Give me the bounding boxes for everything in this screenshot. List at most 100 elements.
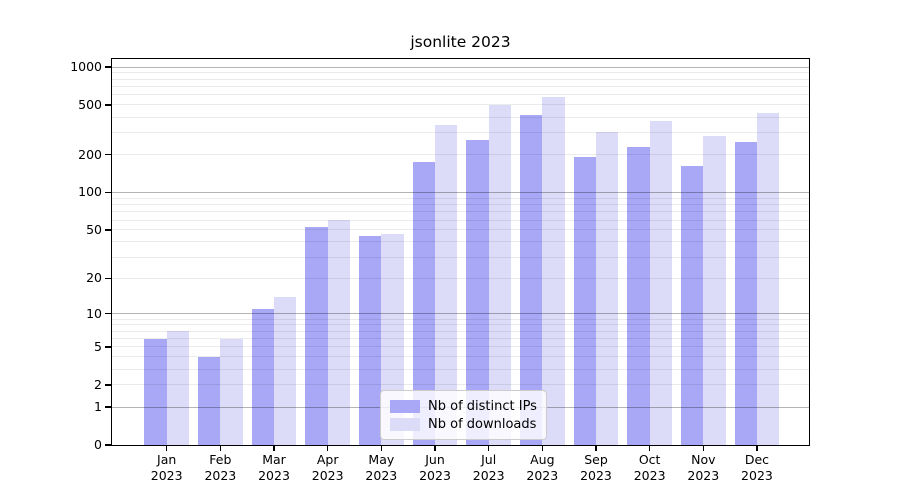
bar-ips-mar: [251, 309, 275, 445]
x-tick-label-jan: Jan 2023: [137, 452, 197, 483]
legend-item-distinct-ips: Nb of distinct IPs: [390, 397, 537, 415]
x-tick-label-may: May 2023: [351, 452, 411, 483]
y-tick-label-500: 500: [78, 96, 102, 112]
gridline-minor-500: [112, 104, 809, 106]
y-tick-label-0: 0: [94, 437, 102, 452]
bar-ips-jun: [412, 162, 435, 445]
x-tick-mark-jun: [434, 445, 436, 451]
y-tick-mark-500: [105, 104, 111, 106]
x-tick-mark-aug: [541, 445, 543, 451]
bar-ips-may: [359, 235, 382, 445]
bar-ips-oct: [627, 146, 650, 445]
y-tick-label-20: 20: [86, 270, 102, 286]
gridline-minor-5: [112, 346, 809, 348]
bar-ips-nov: [681, 165, 704, 445]
gridline-minor-50: [112, 229, 809, 231]
y-tick-label-10: 10: [86, 305, 102, 321]
x-tick-month: Dec: [744, 452, 770, 467]
y-tick-label-1: 1: [94, 399, 102, 415]
y-tick-mark-5: [105, 346, 111, 348]
gridline-minor-4: [112, 356, 809, 358]
gridline-minor-2: [112, 384, 809, 386]
x-tick-label-feb: Feb 2023: [190, 452, 250, 483]
x-tick-month: Jul: [481, 452, 497, 467]
bar-downloads-jan: [166, 331, 189, 445]
x-tick-year: 2023: [150, 467, 183, 483]
legend: Nb of distinct IPs Nb of downloads: [380, 390, 547, 440]
x-tick-year: 2023: [687, 467, 720, 483]
gridline-minor-700: [112, 85, 809, 87]
x-tick-month: Mar: [262, 452, 286, 467]
x-tick-mark-mar: [273, 445, 275, 451]
gridline-minor-9: [112, 318, 809, 320]
gridline-major-1000: [112, 66, 809, 68]
bar-ips-jul: [466, 139, 489, 445]
y-tick-label-100: 100: [78, 184, 102, 200]
x-tick-mark-jan: [166, 445, 168, 451]
x-tick-mark-sep: [595, 445, 597, 451]
x-tick-mark-dec: [756, 445, 758, 451]
gridline-minor-200: [112, 154, 809, 156]
x-tick-label-sep: Sep 2023: [566, 452, 626, 483]
x-tick-year: 2023: [526, 467, 559, 483]
bar-downloads-jun: [435, 124, 458, 445]
gridline-minor-7: [112, 330, 809, 332]
legend-item-downloads: Nb of downloads: [390, 415, 537, 433]
y-tick-label-200: 200: [78, 146, 102, 162]
legend-swatch-downloads: [390, 417, 420, 431]
bar-downloads-apr: [327, 220, 350, 445]
y-tick-mark-200: [105, 154, 111, 156]
x-tick-year: 2023: [204, 467, 237, 483]
y-tick-label-50: 50: [86, 221, 102, 237]
y-tick-mark-20: [105, 277, 111, 280]
x-tick-month: Jan: [157, 452, 177, 467]
x-tick-month: Jun: [425, 452, 445, 467]
y-tick-mark-2: [105, 384, 111, 386]
x-tick-mark-feb: [219, 445, 221, 451]
y-tick-mark-0: [105, 444, 111, 446]
y-tick-mark-1: [105, 406, 111, 408]
bar-downloads-jul: [488, 104, 511, 445]
y-tick-mark-100: [105, 191, 111, 194]
y-tick-label-5: 5: [94, 338, 102, 354]
bar-downloads-dec: [756, 113, 780, 445]
gridline-minor-3: [112, 368, 809, 370]
x-tick-label-oct: Oct 2023: [620, 452, 680, 483]
gridline-minor-300: [112, 132, 809, 134]
bar-ips-apr: [305, 226, 328, 445]
y-tick-mark-10: [105, 313, 111, 315]
legend-label-downloads: Nb of downloads: [428, 416, 537, 432]
bar-ips-aug: [520, 114, 543, 445]
x-tick-label-jun: Jun 2023: [405, 452, 465, 483]
legend-swatch-distinct-ips: [390, 399, 420, 413]
gridline-minor-20: [112, 277, 809, 279]
gridline-minor-8: [112, 324, 809, 326]
bar-ips-dec: [734, 141, 757, 445]
y-tick-mark-50: [105, 229, 111, 231]
gridline-minor-40: [112, 241, 809, 243]
y-tick-label-1000: 1000: [70, 59, 102, 74]
gridline-major-100: [112, 191, 809, 193]
x-tick-mark-jul: [488, 445, 490, 451]
x-tick-year: 2023: [365, 467, 398, 483]
gridline-minor-900: [112, 72, 809, 74]
x-tick-label-aug: Aug 2023: [512, 452, 572, 483]
bar-downloads-nov: [703, 135, 726, 445]
x-tick-month: Nov: [691, 452, 716, 467]
x-tick-month: Sep: [584, 452, 608, 467]
x-tick-year: 2023: [633, 467, 666, 483]
x-tick-year: 2023: [311, 467, 344, 483]
gridline-minor-80: [112, 204, 809, 206]
gridline-major-10: [112, 313, 809, 315]
x-tick-year: 2023: [580, 467, 612, 483]
x-tick-label-nov: Nov 2023: [673, 452, 733, 483]
x-tick-year: 2023: [741, 467, 773, 483]
x-tick-month: May: [368, 452, 395, 467]
x-tick-mark-apr: [327, 445, 329, 451]
gridline-minor-90: [112, 197, 809, 199]
x-tick-label-apr: Apr 2023: [298, 452, 358, 483]
y-tick-mark-1000: [105, 66, 111, 68]
x-tick-month: Feb: [209, 452, 232, 467]
gridline-minor-400: [112, 116, 809, 118]
x-tick-label-jul: Jul 2023: [459, 452, 519, 483]
